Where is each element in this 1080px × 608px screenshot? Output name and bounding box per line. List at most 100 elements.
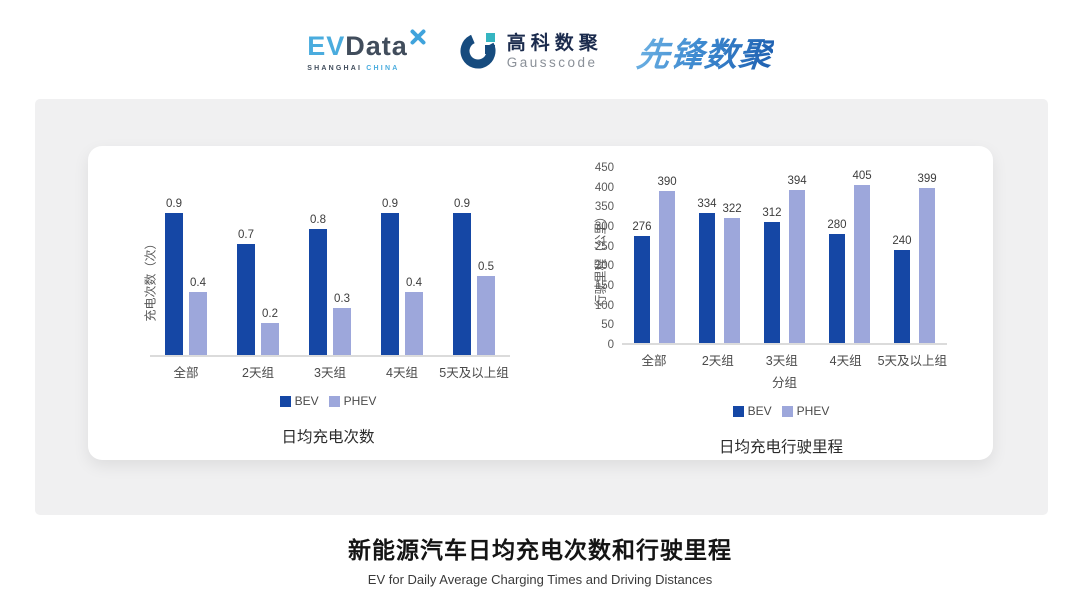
- bar-PHEV: 399: [918, 173, 937, 343]
- bar-PHEV: 322: [723, 203, 742, 343]
- y-tick-label: 450: [594, 162, 614, 174]
- chart-daily-driving-distance: 行驶里程（公里） 0 50 100 150 200 250 300 350 400 450 276…: [586, 162, 976, 457]
- x-axis-categories: 全部 2天组 3天组 4天组 5天及以上组: [622, 350, 947, 369]
- bar-value-label: 312: [762, 207, 782, 219]
- chart-daily-charging-times: 充电次数（次） 0.9 0.4 0.7 0.2 0.8 0.3 0.9 0.4 0.9 0.5 全…: [108, 197, 548, 447]
- bar-group: 334 322: [687, 198, 752, 343]
- bar-BEV: 276: [632, 221, 652, 343]
- x-axis-categories: 全部 2天组 3天组 4天组 5天及以上组: [150, 362, 510, 381]
- x-category-label: 5天及以上组: [877, 354, 948, 368]
- bar-value-label: 0.4: [406, 277, 422, 289]
- bar: [309, 229, 327, 355]
- bar: [453, 213, 471, 355]
- gausscode-wordmark: 高科数聚 Gausscode: [506, 32, 603, 70]
- bar: [633, 236, 650, 343]
- bar-PHEV: 0.2: [261, 308, 279, 355]
- bar: [698, 213, 715, 343]
- bar-group: 0.9 0.4: [150, 198, 222, 355]
- x-category-label: 4天组: [829, 354, 862, 368]
- bar-BEV: 0.9: [453, 198, 471, 355]
- bar-group: 276 390: [622, 176, 687, 343]
- legend-item-phev: PHEV: [328, 394, 376, 408]
- bar: [189, 292, 207, 355]
- legend-label-phev: PHEV: [796, 404, 830, 418]
- subtitle: EV for Daily Average Charging Times and …: [367, 572, 713, 587]
- bar-value-label: 334: [697, 198, 717, 210]
- bar-PHEV: 0.3: [333, 293, 351, 355]
- y-axis-ticks: 0 50 100 150 200 250 300 350 400 450: [586, 162, 622, 351]
- bar-PHEV: 0.4: [189, 277, 207, 355]
- y-tick-label: 400: [594, 181, 614, 194]
- bar: [724, 218, 741, 343]
- bar-value-label: 276: [632, 221, 652, 233]
- legend-item-phev: PHEV: [781, 404, 830, 418]
- plot: 276 390 334 322 312 394 280 405 240 399: [622, 168, 947, 345]
- bar-group: 0.7 0.2: [222, 229, 294, 355]
- bar: [333, 308, 351, 355]
- y-tick-label: 300: [594, 221, 614, 233]
- bar: [477, 276, 495, 355]
- bar-group: 0.9 0.4: [366, 198, 438, 355]
- bar-value-label: 0.2: [262, 308, 278, 320]
- gausscode-logo: 高科数聚 Gausscode: [460, 31, 603, 74]
- bar: [854, 185, 871, 343]
- evdata-data-text: Data: [345, 30, 408, 61]
- legend-item-bev: BEV: [279, 394, 319, 408]
- evdata-ev-text: EV: [307, 30, 346, 61]
- bar-value-label: 0.9: [166, 198, 182, 210]
- bar: [261, 323, 279, 355]
- x-category-label: 3天组: [765, 354, 798, 368]
- legend-item-bev: BEV: [732, 404, 772, 418]
- chart-plot-area: 行驶里程（公里） 0 50 100 150 200 250 300 350 400 450 276…: [586, 162, 976, 351]
- y-tick-label: 150: [594, 280, 614, 292]
- bar-value-label: 322: [722, 203, 742, 215]
- bar-BEV: 0.8: [309, 214, 327, 355]
- evdata-wordmark: EV Data: [307, 29, 426, 61]
- x-category-label: 3天组: [314, 366, 346, 380]
- x-category-label: 2天组: [701, 354, 734, 368]
- phev-swatch-icon: [781, 405, 793, 417]
- chart-title: 日均充电行驶里程: [718, 439, 843, 456]
- bar-value-label: 0.5: [478, 261, 494, 273]
- bar-value-label: 0.9: [454, 198, 470, 210]
- evdata-logo: EV Data SHANGHAI CHINA: [307, 29, 426, 72]
- bev-swatch-icon: [732, 405, 744, 417]
- charts-card: 充电次数（次） 0.9 0.4 0.7 0.2 0.8 0.3 0.9 0.4 0.9 0.5 全…: [88, 146, 993, 460]
- gausscode-en-text: Gausscode: [506, 54, 598, 70]
- bar-BEV: 334: [697, 198, 717, 343]
- footer: 新能源汽车日均充电次数和行驶里程 EV for Daily Average Ch…: [0, 531, 1080, 587]
- gausscode-cn-text: 高科数聚: [506, 32, 603, 54]
- bar-BEV: 240: [892, 235, 912, 343]
- y-tick-label: 100: [594, 299, 614, 312]
- bar: [381, 213, 399, 355]
- bar-value-label: 0.3: [334, 293, 350, 305]
- bar-PHEV: 390: [658, 176, 677, 343]
- bar-BEV: 0.7: [237, 229, 255, 355]
- evdata-sub-shanghai: SHANGHAI: [307, 64, 363, 72]
- y-tick-label: 350: [594, 201, 614, 214]
- bar-value-label: 0.7: [238, 229, 254, 241]
- bar-group: 0.9 0.5: [438, 198, 510, 355]
- phev-swatch-icon: [328, 395, 340, 407]
- bar-PHEV: 405: [853, 170, 872, 343]
- bar: [919, 188, 936, 343]
- bar-value-label: 394: [787, 175, 807, 187]
- bar-BEV: 0.9: [381, 198, 399, 355]
- x-category-label: 5天及以上组: [439, 366, 509, 380]
- bar-value-label: 0.8: [310, 214, 326, 226]
- evdata-x-icon: [410, 29, 426, 49]
- bar-group: 240 399: [882, 173, 947, 343]
- legend-label-bev: BEV: [747, 404, 772, 418]
- x-category-label: 2天组: [242, 366, 274, 380]
- main-title: 新能源汽车日均充电次数和行驶里程: [348, 537, 732, 563]
- x-category-label: 全部: [173, 366, 199, 380]
- x-axis-label: 分组: [771, 376, 797, 390]
- bar: [659, 191, 676, 343]
- plot: 0.9 0.4 0.7 0.2 0.8 0.3 0.9 0.4 0.9 0.5: [150, 197, 510, 357]
- x-category-label: 4天组: [386, 366, 418, 380]
- bar-PHEV: 0.5: [477, 261, 495, 355]
- evdata-subtitle: SHANGHAI CHINA: [307, 65, 426, 72]
- bar-BEV: 280: [827, 219, 847, 343]
- legend-label-bev: BEV: [294, 394, 319, 408]
